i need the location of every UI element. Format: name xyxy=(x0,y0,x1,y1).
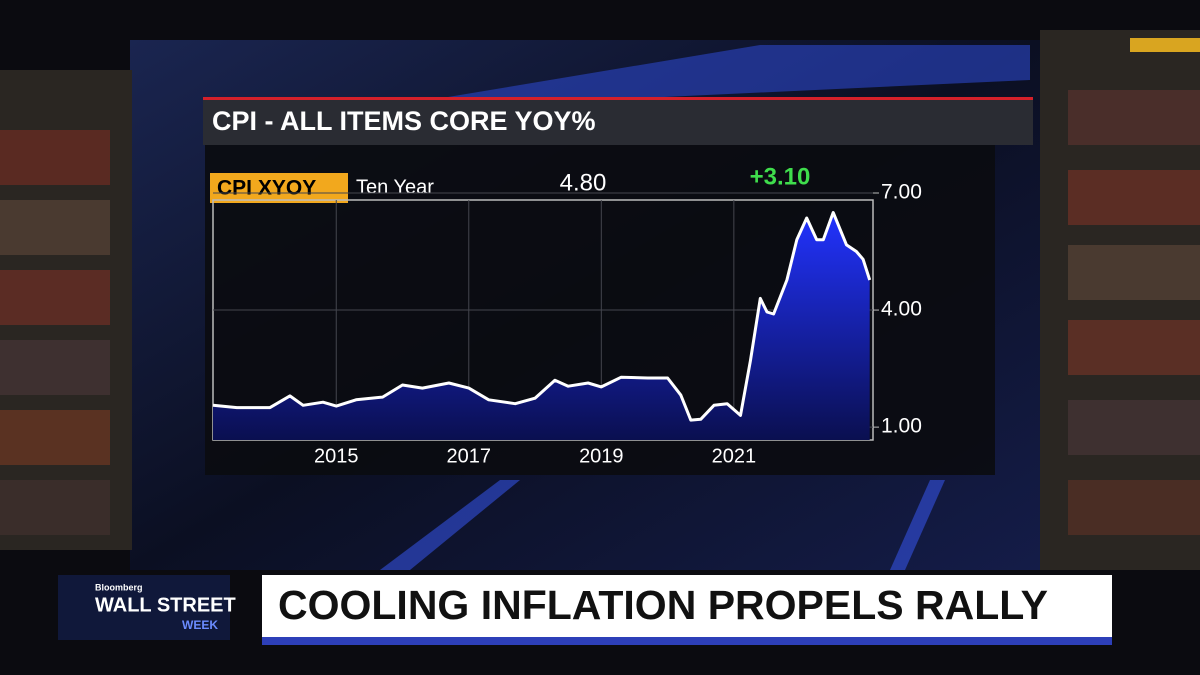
change: +3.10 xyxy=(750,163,811,190)
x-tick-label: 2017 xyxy=(447,445,492,467)
show-name-sub: WEEK xyxy=(182,618,218,632)
show-name: WALL STREET xyxy=(95,594,236,616)
light-streak xyxy=(380,480,520,570)
x-tick-label: 2019 xyxy=(579,445,624,467)
ticker-box xyxy=(210,173,348,203)
brand: Bloomberg xyxy=(95,582,143,592)
headline-box xyxy=(262,575,1112,638)
show-logo xyxy=(58,575,230,640)
ticker: CPI XYOY xyxy=(217,177,316,200)
line xyxy=(212,211,872,422)
light-streak xyxy=(430,45,1030,100)
title-rule xyxy=(203,97,1033,100)
y-tick-label: 1.00 xyxy=(881,415,922,438)
period: Ten Year xyxy=(356,176,434,198)
headline-rule xyxy=(262,637,1112,645)
title-bar xyxy=(203,100,1033,145)
chart-title: CPI - ALL ITEMS CORE YOY% xyxy=(212,106,596,136)
y-tick-label: 4.00 xyxy=(881,298,922,321)
plot: 1.00 4.00 7.00 2015 2017 2019 2021 xyxy=(212,181,922,467)
y-tick-label: 7.00 xyxy=(881,181,922,204)
bookshelf-left xyxy=(0,70,132,550)
light-streak xyxy=(890,480,945,570)
x-tick-label: 2015 xyxy=(314,445,359,467)
bookshelf-right xyxy=(1040,30,1200,570)
last-value: 4.80 xyxy=(560,169,607,196)
headline: COOLING INFLATION PROPELS RALLY xyxy=(278,582,1048,628)
x-tick-label: 2021 xyxy=(712,445,757,467)
